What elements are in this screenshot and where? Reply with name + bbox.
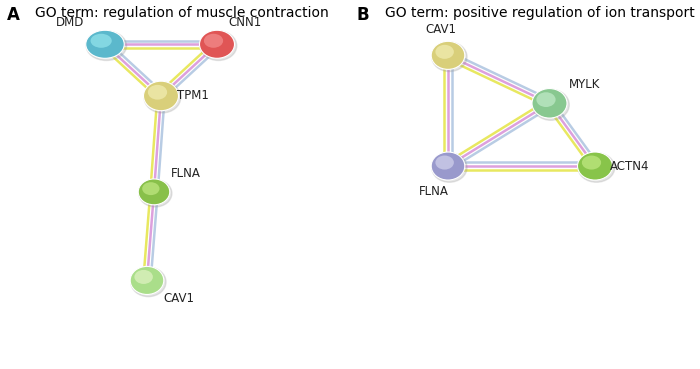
- Ellipse shape: [139, 180, 172, 207]
- Ellipse shape: [435, 45, 454, 59]
- Ellipse shape: [148, 85, 167, 100]
- Text: CNN1: CNN1: [228, 15, 262, 29]
- Ellipse shape: [142, 182, 160, 195]
- Ellipse shape: [144, 82, 181, 113]
- Ellipse shape: [86, 31, 127, 61]
- Ellipse shape: [85, 30, 125, 58]
- Ellipse shape: [582, 156, 601, 170]
- Ellipse shape: [199, 30, 234, 58]
- Ellipse shape: [144, 81, 178, 111]
- Text: CAV1: CAV1: [426, 23, 456, 36]
- Ellipse shape: [90, 34, 112, 48]
- Ellipse shape: [533, 89, 569, 120]
- Ellipse shape: [204, 34, 223, 48]
- Ellipse shape: [532, 89, 567, 118]
- Text: DMD: DMD: [56, 15, 84, 29]
- Ellipse shape: [431, 41, 465, 69]
- Text: B: B: [357, 6, 370, 24]
- Text: A: A: [7, 6, 20, 24]
- Ellipse shape: [131, 267, 166, 297]
- Text: MYLK: MYLK: [569, 78, 600, 92]
- Ellipse shape: [536, 92, 556, 107]
- Ellipse shape: [134, 270, 153, 284]
- Ellipse shape: [435, 156, 454, 170]
- Text: GO term: regulation of muscle contraction: GO term: regulation of muscle contractio…: [35, 6, 329, 20]
- Text: GO term: positive regulation of ion transport: GO term: positive regulation of ion tran…: [385, 6, 694, 20]
- Ellipse shape: [139, 179, 169, 205]
- Text: TPM1: TPM1: [176, 89, 209, 103]
- Ellipse shape: [130, 266, 164, 294]
- Ellipse shape: [578, 152, 612, 180]
- Text: CAV1: CAV1: [163, 292, 194, 306]
- Ellipse shape: [432, 153, 467, 182]
- Text: FLNA: FLNA: [171, 167, 200, 180]
- Ellipse shape: [432, 42, 467, 72]
- Ellipse shape: [200, 31, 237, 61]
- Ellipse shape: [431, 152, 465, 180]
- Ellipse shape: [578, 153, 615, 182]
- Text: ACTN4: ACTN4: [610, 159, 650, 173]
- Text: FLNA: FLNA: [419, 185, 449, 199]
